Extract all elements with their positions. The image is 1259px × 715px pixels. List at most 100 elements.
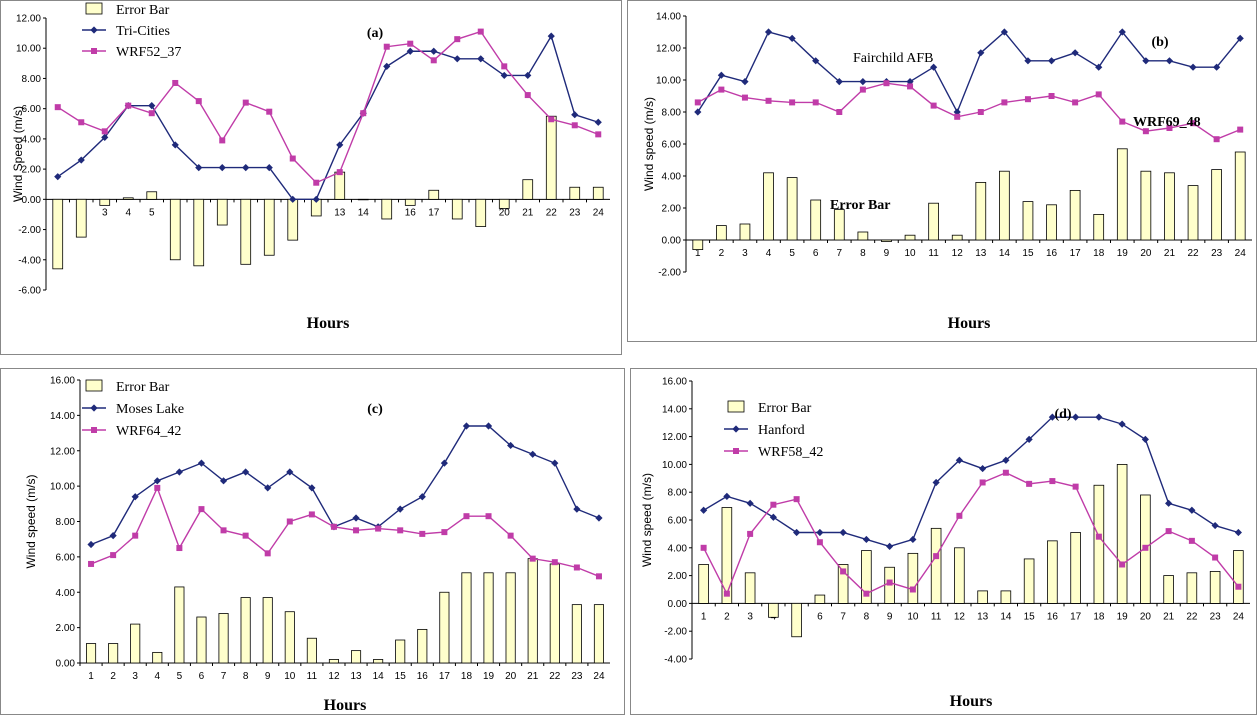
data-point (836, 109, 843, 115)
data-point (955, 456, 963, 464)
data-point (1095, 91, 1102, 98)
error-bar (814, 594, 826, 604)
data-point (360, 110, 367, 117)
data-point (1049, 478, 1056, 485)
panel-2: -2.00 0.00 2.00 4.00 6.00 8.00 10.00 12.00 14.00… (627, 0, 1257, 342)
y-axis-label: Wind speed (m/s) (642, 97, 656, 191)
x-tick-label: 2 (110, 671, 116, 682)
data-point (1024, 57, 1032, 65)
error-bar (1164, 172, 1175, 241)
y-tick-label: 2.00 (668, 571, 688, 582)
data-point (462, 422, 471, 430)
data-point (336, 141, 344, 149)
data-point (741, 94, 748, 101)
y-tick-label: 10.00 (656, 76, 681, 87)
series-line (90, 486, 600, 577)
error-bar (1116, 148, 1128, 241)
x-tick-label: 7 (221, 671, 227, 682)
data-point (101, 133, 109, 141)
x-tick-label: 12 (328, 671, 340, 682)
x-tick-label: 1 (88, 671, 94, 682)
error-bar (328, 659, 339, 664)
data-point (717, 71, 725, 79)
data-point (101, 128, 108, 135)
error-bar (108, 643, 119, 664)
error-bar (1211, 169, 1222, 241)
y-axis-label: Wind speed (m/s) (24, 474, 38, 568)
data-point (242, 164, 250, 172)
panel-label: (d) (1054, 407, 1071, 422)
error-bar (1209, 571, 1221, 604)
x-tick-label: 24 (593, 207, 605, 218)
data-point (932, 478, 940, 487)
data-point (1001, 99, 1008, 106)
data-point (430, 47, 438, 55)
error-bar (152, 651, 163, 664)
data-point (289, 155, 296, 162)
x-tick-label: 3 (102, 207, 108, 218)
x-tick-label: 10 (904, 248, 916, 259)
data-point (336, 169, 343, 176)
data-point (764, 28, 773, 36)
data-point (308, 511, 315, 518)
x-tick-label: 6 (817, 611, 823, 622)
y-tick-label: 8.00 (668, 488, 688, 499)
error-bar (791, 603, 802, 638)
x-tick-label: 22 (1186, 611, 1198, 622)
data-point (789, 99, 796, 106)
data-point (110, 552, 117, 559)
x-tick-label: 9 (265, 671, 271, 682)
x-tick-label: 16 (417, 671, 429, 682)
data-point (840, 568, 847, 575)
x-tick-label: 7 (837, 248, 843, 259)
data-point (441, 529, 448, 536)
data-point (308, 484, 316, 492)
error-bar (1233, 550, 1244, 604)
x-tick-label: 15 (395, 671, 407, 682)
error-bar (395, 639, 406, 664)
data-point (195, 164, 203, 172)
x-tick-label: 22 (546, 207, 558, 218)
legend-marker (91, 48, 97, 54)
data-point (573, 505, 581, 513)
error-bar (930, 527, 942, 604)
x-tick-label: 21 (1163, 611, 1175, 622)
error-bar (483, 572, 494, 664)
y-tick-label: 4.00 (668, 543, 688, 554)
y-tick-label: 2.00 (662, 204, 682, 215)
annotation-label: Fairchild AFB (853, 51, 934, 66)
error-bar (461, 572, 472, 664)
error-bar (716, 225, 727, 241)
data-point (198, 506, 205, 513)
error-bar (1234, 151, 1246, 241)
series-line (703, 471, 1239, 596)
x-axis-label: Hours (307, 315, 350, 332)
error-bar (439, 591, 450, 664)
x-tick-label: 18 (461, 671, 473, 682)
data-point (353, 527, 360, 534)
y-tick-label: 6.00 (662, 140, 682, 151)
data-point (477, 28, 484, 35)
data-point (747, 530, 754, 537)
y-tick-label: 10.00 (662, 460, 687, 471)
data-point (454, 36, 461, 43)
y-tick-label: -2.00 (658, 268, 681, 279)
data-point (148, 110, 155, 117)
data-point (1237, 126, 1244, 133)
data-point (1095, 533, 1102, 540)
panel-label: (a) (367, 26, 384, 41)
x-tick-label: 11 (928, 248, 939, 259)
y-tick-label: 6.00 (22, 104, 42, 115)
data-point (312, 195, 320, 203)
x-tick-label: 20 (505, 671, 517, 682)
error-bar (240, 597, 251, 664)
y-tick-label: 0.00 (56, 659, 76, 670)
x-tick-label: 17 (428, 207, 440, 218)
data-point (1071, 49, 1079, 57)
panel-1: -6.00 -4.00 -2.00 0.00 2.00 4.00 6.00 8.00 10.00… (0, 0, 622, 355)
x-tick-label: 22 (549, 671, 561, 682)
panel-frame (627, 0, 1257, 342)
error-bar (417, 628, 428, 664)
x-tick-label: 3 (742, 248, 748, 259)
